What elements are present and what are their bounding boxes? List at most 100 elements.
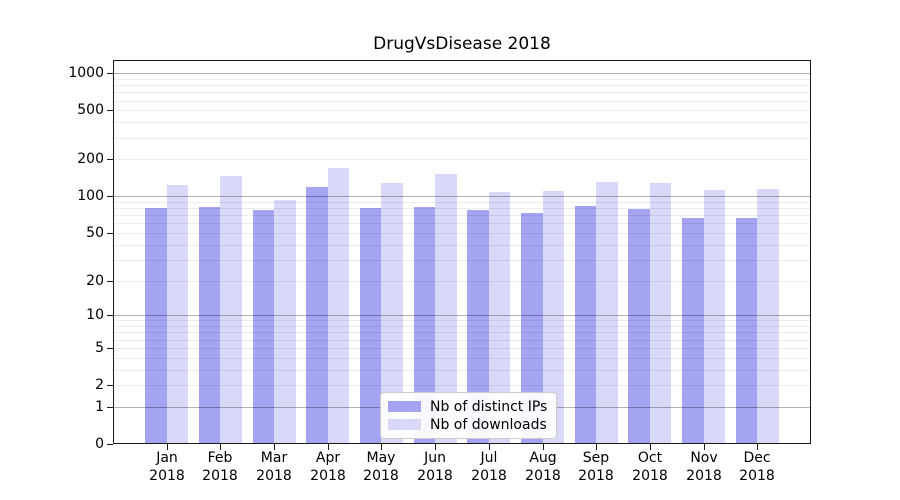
bar-downloads-sep xyxy=(596,182,618,444)
bar-ips-jan xyxy=(145,208,167,444)
bar-downloads-may xyxy=(381,183,403,444)
gridline-2 xyxy=(113,385,811,386)
gridline-100 xyxy=(113,196,811,197)
y-axis-tick-1000 xyxy=(107,73,113,74)
gridline-50 xyxy=(113,233,811,234)
chart-title: DrugVsDisease 2018 xyxy=(373,34,551,54)
plot-area xyxy=(113,60,811,444)
y-axis-tick-500 xyxy=(107,110,113,111)
x-tick-label-nov: Nov 2018 xyxy=(686,450,722,484)
gridline-80 xyxy=(113,208,811,209)
y-tick-label-5: 5 xyxy=(95,340,104,356)
gridline-800 xyxy=(113,85,811,86)
gridline-60 xyxy=(113,223,811,224)
gridline-10 xyxy=(113,315,811,316)
legend-swatch-distinct-ips-icon xyxy=(388,401,421,412)
bar-downloads-mar xyxy=(274,199,296,444)
y-axis-tick-50 xyxy=(107,233,113,234)
bar-ips-dec xyxy=(735,218,758,444)
gridline-600 xyxy=(113,101,811,102)
gridline-5 xyxy=(113,348,811,349)
y-tick-label-1000: 1000 xyxy=(68,65,104,81)
y-tick-label-20: 20 xyxy=(86,273,104,289)
gridline-6 xyxy=(113,340,811,341)
bar-ips-jun xyxy=(413,206,436,444)
gridline-90 xyxy=(113,202,811,203)
x-axis-tick-apr xyxy=(328,444,329,450)
x-axis-tick-jan xyxy=(167,444,168,450)
gridline-300 xyxy=(113,138,811,139)
x-tick-label-aug: Aug 2018 xyxy=(525,450,561,484)
y-tick-label-100: 100 xyxy=(77,188,104,204)
y-tick-label-0: 0 xyxy=(95,436,104,452)
x-tick-label-mar: Mar 2018 xyxy=(256,450,292,484)
bar-downloads-jul xyxy=(488,191,511,444)
legend-entry-downloads: Nb of downloads xyxy=(388,416,547,433)
x-axis-tick-may xyxy=(381,444,382,450)
bar-ips-apr xyxy=(306,186,328,444)
y-tick-label-2: 2 xyxy=(95,377,104,393)
x-tick-label-jan: Jan 2018 xyxy=(149,450,185,484)
x-axis-tick-jul xyxy=(489,444,490,450)
bar-downloads-feb xyxy=(220,175,242,444)
gridline-4 xyxy=(113,358,811,359)
y-tick-label-200: 200 xyxy=(77,151,104,167)
gridline-70 xyxy=(113,215,811,216)
bar-ips-mar xyxy=(252,210,275,444)
x-tick-label-sep: Sep 2018 xyxy=(578,450,614,484)
bar-ips-feb xyxy=(198,206,221,444)
x-tick-label-jul: Jul 2018 xyxy=(471,450,507,484)
bar-downloads-jun xyxy=(435,173,457,444)
bar-ips-sep xyxy=(574,205,597,444)
gridline-40 xyxy=(113,245,811,246)
legend: Nb of distinct IPs Nb of downloads xyxy=(380,392,558,439)
bar-downloads-nov xyxy=(703,189,726,444)
gridline-8 xyxy=(113,326,811,327)
y-axis-tick-2 xyxy=(107,385,113,386)
bar-ips-nov xyxy=(682,218,704,444)
x-axis-tick-mar xyxy=(274,444,275,450)
gridline-500 xyxy=(113,110,811,111)
gridline-900 xyxy=(113,79,811,80)
gridline-30 xyxy=(113,260,811,261)
gridline-3 xyxy=(113,370,811,371)
gridline-1000 xyxy=(113,73,811,74)
y-axis-tick-0 xyxy=(107,444,113,445)
bar-downloads-dec xyxy=(757,189,779,444)
x-tick-label-apr: Apr 2018 xyxy=(310,450,346,484)
y-tick-label-10: 10 xyxy=(86,307,104,323)
x-axis-tick-jun xyxy=(435,444,436,450)
legend-label-downloads: Nb of downloads xyxy=(430,416,547,433)
bar-ips-jul xyxy=(467,210,489,444)
legend-entry-distinct-ips: Nb of distinct IPs xyxy=(388,398,547,415)
x-axis-tick-sep xyxy=(596,444,597,450)
y-tick-label-50: 50 xyxy=(86,225,104,241)
x-tick-label-oct: Oct 2018 xyxy=(632,450,668,484)
x-tick-label-may: May 2018 xyxy=(363,450,399,484)
gridline-700 xyxy=(113,92,811,93)
x-tick-label-jun: Jun 2018 xyxy=(417,450,453,484)
bar-downloads-jan xyxy=(166,184,189,444)
x-axis-tick-nov xyxy=(704,444,705,450)
y-axis-tick-5 xyxy=(107,348,113,349)
x-axis-tick-aug xyxy=(543,444,544,450)
x-axis-tick-dec xyxy=(757,444,758,450)
bar-downloads-aug xyxy=(542,191,564,444)
y-tick-label-1: 1 xyxy=(95,399,104,415)
y-tick-label-500: 500 xyxy=(77,102,104,118)
y-axis-tick-100 xyxy=(107,196,113,197)
bar-downloads-apr xyxy=(327,168,350,444)
x-tick-label-dec: Dec 2018 xyxy=(739,450,775,484)
x-axis-tick-oct xyxy=(650,444,651,450)
x-tick-label-feb: Feb 2018 xyxy=(202,450,238,484)
legend-label-distinct-ips: Nb of distinct IPs xyxy=(430,398,548,415)
gridline-200 xyxy=(113,159,811,160)
bar-ips-may xyxy=(359,208,382,444)
bar-ips-aug xyxy=(521,213,543,444)
bar-downloads-oct xyxy=(649,182,672,444)
y-axis-tick-10 xyxy=(107,315,113,316)
bar-ips-oct xyxy=(628,208,650,444)
y-axis-tick-20 xyxy=(107,281,113,282)
x-axis-tick-feb xyxy=(220,444,221,450)
y-axis-tick-1 xyxy=(107,407,113,408)
